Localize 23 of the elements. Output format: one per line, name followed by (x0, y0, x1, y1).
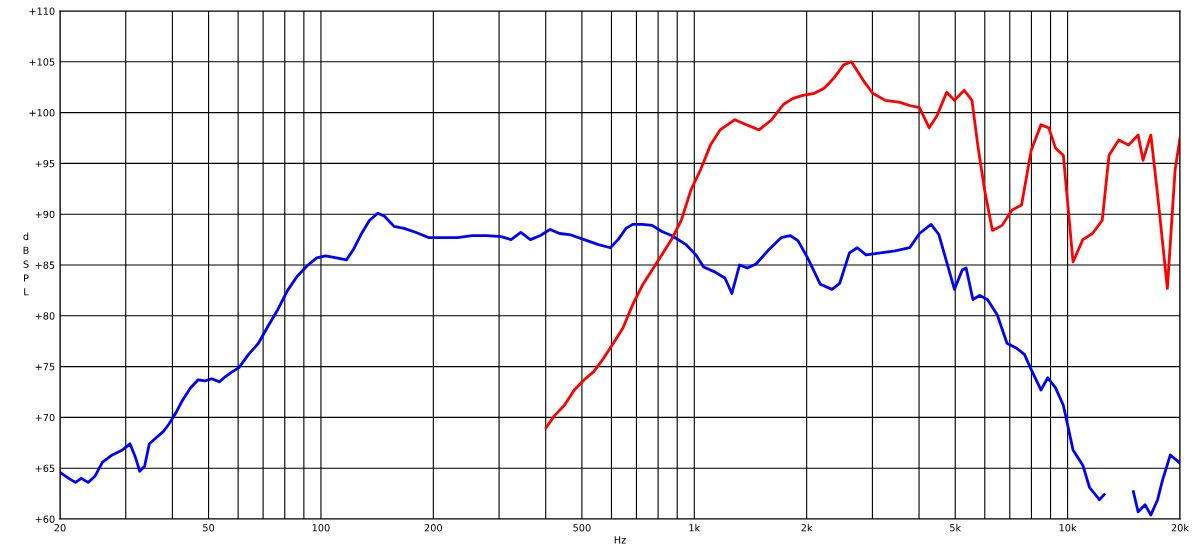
y-axis-title: dB SPL (23, 232, 29, 296)
x-tick-label: 2k (801, 523, 813, 532)
x-tick-label: 500 (573, 524, 591, 532)
y-tick-label: +110 (29, 7, 55, 15)
y-tick-label: +105 (29, 58, 55, 66)
x-axis-title: Hz (614, 536, 626, 544)
x-tick-label: 20 (54, 524, 66, 532)
y-tick-label: +75 (35, 363, 55, 371)
y-tick-label: +70 (35, 413, 55, 422)
x-tick-label: 200 (424, 524, 442, 532)
x-tick-label: 100 (312, 524, 330, 532)
x-tick-label: 20k (1171, 523, 1189, 532)
y-tick-label: +60 (35, 515, 55, 523)
y-tick-label: +100 (29, 109, 55, 117)
x-tick-label: 10k (1059, 523, 1077, 532)
x-tick-label: 5k (950, 523, 962, 532)
y-tick-label: +95 (35, 159, 55, 168)
y-tick-label: +65 (35, 464, 55, 473)
y-tick-label: +90 (35, 210, 55, 219)
x-tick-label: 50 (203, 524, 215, 532)
y-tick-label: +85 (35, 261, 55, 269)
x-tick-label: 1k (689, 523, 701, 532)
y-tick-label: +80 (35, 312, 55, 320)
